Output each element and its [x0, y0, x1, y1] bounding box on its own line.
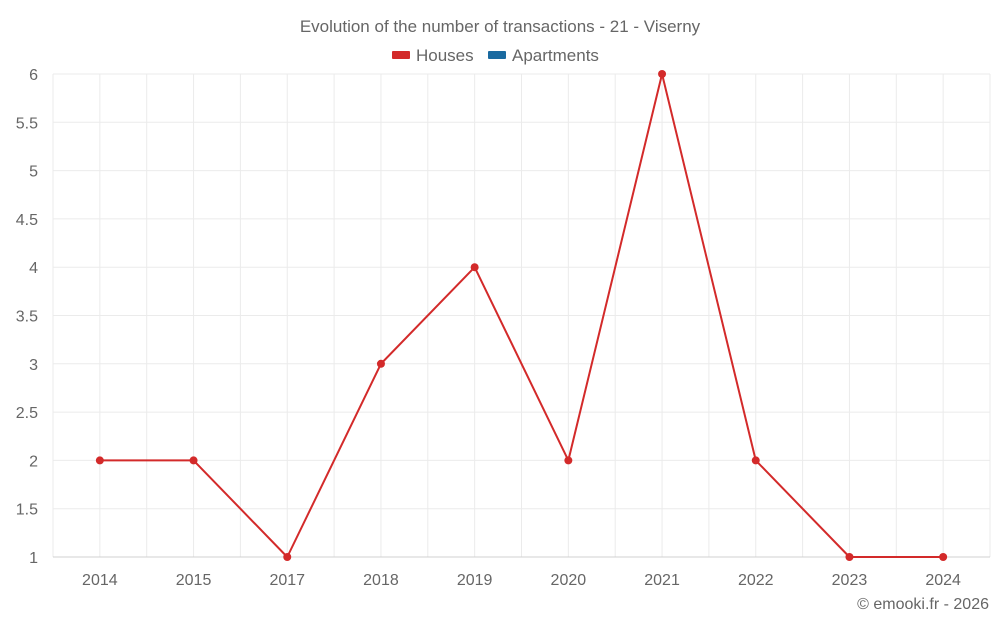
- y-tick-label: 4.5: [16, 212, 38, 229]
- legend-swatch-houses: [392, 51, 410, 59]
- y-tick-label: 6: [29, 67, 38, 84]
- data-point-houses: [939, 553, 948, 561]
- series: [95, 70, 948, 561]
- data-point-houses: [470, 263, 479, 272]
- x-tick-label: 2022: [738, 572, 774, 589]
- data-point-houses: [845, 553, 854, 561]
- x-tick-labels: 2014 2015 2017 2018 2019 2020 2021 2022 2023 2024: [82, 572, 961, 589]
- data-point-houses: [283, 553, 292, 561]
- x-tick-label: 2018: [363, 572, 399, 589]
- y-tick-label: 2.5: [16, 405, 38, 422]
- y-tick-label: 4: [29, 260, 38, 277]
- series-line-houses: [99, 73, 944, 558]
- credit-text: © emooki.fr - 2026: [857, 596, 989, 613]
- y-tick-label: 5.5: [16, 115, 38, 132]
- data-point-houses: [564, 456, 573, 465]
- x-tick-label: 2020: [551, 572, 587, 589]
- data-point-houses: [751, 456, 760, 465]
- chart-title: Evolution of the number of transactions …: [300, 17, 701, 36]
- y-tick-label: 1: [29, 550, 38, 567]
- legend-swatch-apartments: [488, 51, 506, 59]
- x-tick-label: 2019: [457, 572, 493, 589]
- x-tick-label: 2021: [644, 572, 680, 589]
- x-tick-label: 2017: [269, 572, 305, 589]
- y-tick-labels: 1 1.5 2 2.5 3 3.5 4 4.5 5 5.5 6: [16, 67, 38, 567]
- data-point-houses: [189, 456, 198, 465]
- y-tick-label: 3.5: [16, 309, 38, 326]
- data-point-houses: [658, 70, 667, 78]
- y-tick-label: 1.5: [16, 502, 38, 519]
- grid: [52, 73, 991, 557]
- y-tick-label: 3: [29, 357, 38, 374]
- x-tick-label: 2023: [832, 572, 868, 589]
- x-tick-label: 2024: [925, 572, 961, 589]
- y-tick-label: 5: [29, 164, 38, 181]
- x-tick-label: 2015: [176, 572, 212, 589]
- y-tick-label: 2: [29, 453, 38, 470]
- legend: Houses Apartments: [392, 46, 599, 65]
- data-point-houses: [376, 359, 385, 368]
- data-point-houses: [95, 456, 104, 465]
- legend-label-apartments[interactable]: Apartments: [512, 46, 599, 65]
- x-tick-label: 2014: [82, 572, 118, 589]
- legend-label-houses[interactable]: Houses: [416, 46, 474, 65]
